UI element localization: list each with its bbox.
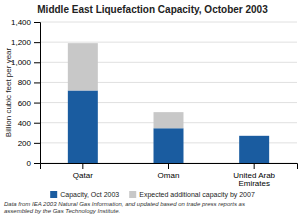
bar [154, 112, 184, 128]
legend-label: Expected additional capacity by 2007 [139, 191, 255, 199]
tick-mark [34, 42, 40, 43]
tick-label: 800 [18, 78, 32, 87]
plot: 0 200 400 600 800 1,000 1,200 1,400 Qatar Oman Uni… [11, 18, 298, 188]
bars [68, 43, 269, 163]
bar [154, 128, 184, 163]
axis-line [41, 164, 298, 170]
tick-mark [34, 143, 40, 144]
legend-label: Capacity, Oct 2003 [60, 191, 119, 199]
tick: 1,200 [11, 38, 40, 47]
tick-mark [34, 123, 40, 124]
axis-title: Billion cubic feet per year [4, 47, 13, 137]
bar-series [68, 43, 184, 128]
tick: 1,000 [11, 58, 40, 67]
bar [239, 136, 269, 163]
legend-item: Expected additional capacity by 2007 [129, 191, 255, 199]
grid-line [40, 22, 297, 23]
tick: 0 [27, 159, 40, 168]
legend: Capacity, Oct 2003 Expected additional ca… [50, 191, 255, 199]
tick-mark [34, 103, 40, 104]
tick-label: 400 [18, 119, 32, 128]
tick-mark [34, 22, 40, 23]
x-axis: Qatar Oman United ArabEmirates [41, 163, 298, 188]
tick-mark [34, 82, 40, 83]
tick-mark [34, 163, 40, 164]
tick-mark [82, 163, 83, 169]
tick-label: 600 [18, 99, 32, 108]
tick: Qatar [73, 163, 93, 180]
bar-series [68, 90, 269, 163]
tick-mark [254, 163, 255, 169]
tick: 1,400 [11, 18, 40, 27]
grid [40, 22, 297, 163]
axis-line [34, 23, 41, 164]
tick-label: Qatar [73, 171, 93, 180]
chart-svg: Middle East Liquefaction Capacity, Octob… [0, 0, 305, 219]
tick-mark [168, 163, 169, 169]
bar [239, 135, 269, 136]
y-axis: 0 200 400 600 800 1,000 1,200 1,400 [11, 18, 41, 168]
tick: 200 [18, 139, 40, 148]
tick-label: 1,000 [11, 58, 32, 67]
tick: 400 [18, 119, 40, 128]
legend-swatch [50, 191, 57, 198]
legend-item: Capacity, Oct 2003 [50, 191, 119, 199]
title: Middle East Liquefaction Capacity, Octob… [37, 4, 268, 15]
tick: United ArabEmirates [233, 163, 275, 188]
tick-label: 200 [18, 139, 32, 148]
legend-swatch [129, 191, 136, 198]
tick: 800 [18, 78, 40, 87]
tick-label: 1,200 [11, 38, 32, 47]
tick: 600 [18, 99, 40, 108]
bar [68, 43, 98, 90]
footnote: Data from IEA 2003 Natural Gas Informati… [4, 201, 245, 214]
tick-label: 0 [27, 159, 32, 168]
tick-label: Oman [158, 171, 180, 180]
bar [68, 90, 98, 163]
tick: Oman [158, 163, 180, 180]
grid-line [40, 42, 297, 43]
tick-label: United ArabEmirates [233, 171, 275, 189]
tick-label: 1,400 [11, 18, 32, 27]
tick-mark [34, 62, 40, 63]
